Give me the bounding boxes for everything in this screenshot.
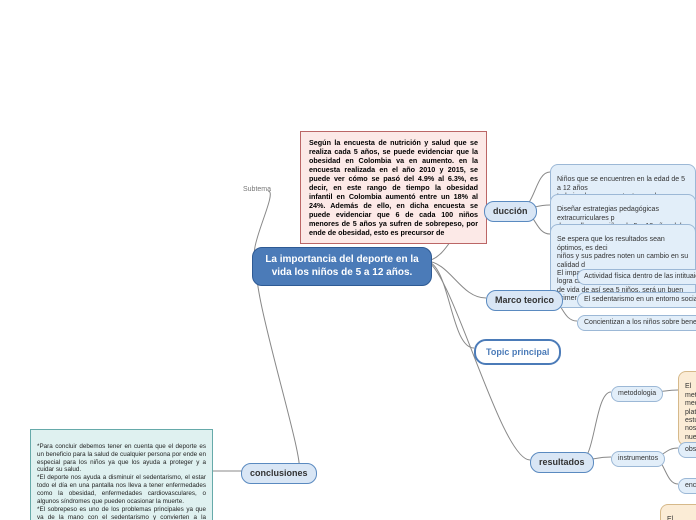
introduccion-label: ducción — [493, 206, 528, 216]
mindmap-canvas: Según la encuesta de nutrición y salud q… — [0, 0, 696, 520]
metodologia-node[interactable]: metodologia — [611, 386, 663, 402]
subtema-node[interactable]: Subtema — [243, 186, 271, 193]
marco-teorico-node[interactable]: Marco teorico — [486, 290, 563, 311]
marco-label: Marco teorico — [495, 295, 554, 305]
conclusiones-node[interactable]: conclusiones — [241, 463, 317, 484]
subtema-label: Subtema — [243, 186, 271, 193]
topic-label: Topic principal — [486, 347, 549, 357]
root-label: La importancia del deporte en la vida lo… — [265, 254, 418, 278]
encu-node[interactable]: encu — [678, 478, 696, 494]
conclusiones-description-text: *Para concluir debemos tener en cuenta q… — [37, 443, 206, 520]
conclusiones-label: conclusiones — [250, 468, 308, 478]
marco-child-2[interactable]: El sedentarismo en un entorno social y p… — [577, 292, 696, 308]
obse-node[interactable]: obse — [678, 442, 696, 458]
marco-child-3[interactable]: Concientizan a los niños sobre beneficio… — [577, 315, 696, 331]
marco-child-1[interactable]: Actividad física dentro de las intituaio… — [577, 269, 696, 285]
instrumentos-node[interactable]: instrumentos — [611, 451, 665, 467]
resultados-label: resultados — [539, 457, 585, 467]
intro-description-text: Según la encuesta de nutrición y salud q… — [309, 138, 478, 237]
resultados-node[interactable]: resultados — [530, 452, 594, 473]
introduccion-node[interactable]: ducción — [484, 201, 537, 222]
metodologia-child[interactable]: El meto median platafor estudia nos brir… — [678, 371, 696, 446]
conclusiones-description-box: *Para concluir debemos tener en cuenta q… — [30, 429, 213, 520]
topic-principal-node[interactable]: Topic principal — [474, 339, 561, 365]
obse-child[interactable]: El realizams buena salud — [660, 504, 696, 520]
root-node[interactable]: La importancia del deporte en la vida lo… — [252, 247, 432, 286]
intro-description-box: Según la encuesta de nutrición y salud q… — [300, 131, 487, 244]
